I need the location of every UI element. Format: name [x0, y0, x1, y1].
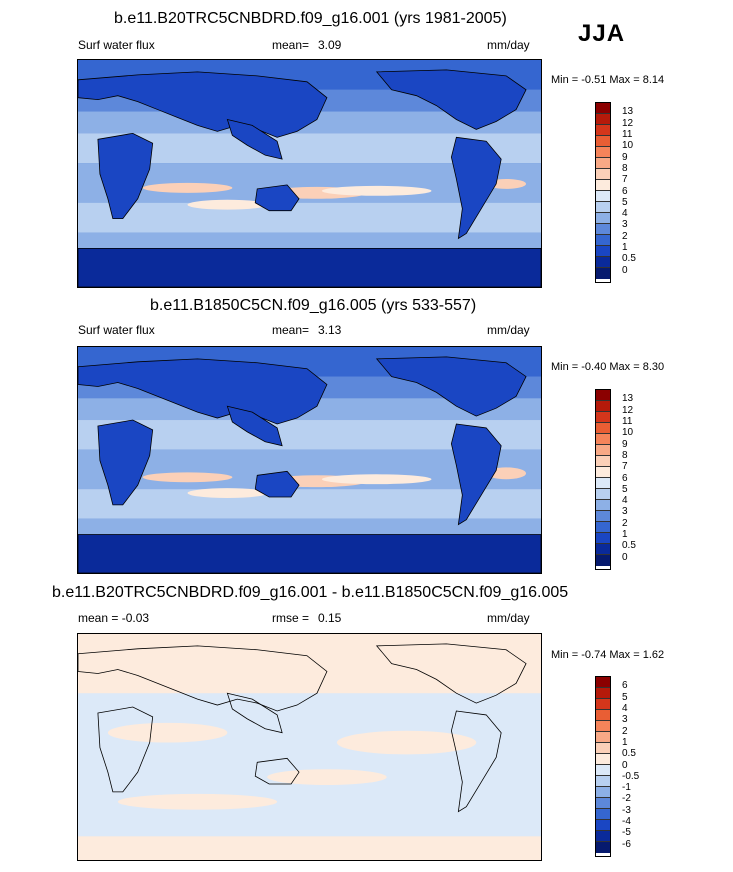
colorbar-tick-label: 2: [622, 517, 628, 529]
colorbar-tick-label: 0: [622, 264, 628, 276]
panel3-minmax: Min = -0.74 Max = 1.62: [551, 649, 665, 661]
colorbar-tick-label: 9: [622, 438, 628, 450]
colorbar-tick-label: -0.5: [622, 770, 640, 782]
colorbar-tick-label: -2: [622, 793, 631, 805]
panel2-mean-value: 3.13: [318, 323, 342, 337]
colorbar-tick-label: 8: [622, 449, 628, 461]
colorbar-tick-label: 5: [622, 483, 628, 495]
colorbar-tick-label: 2: [622, 725, 628, 737]
colorbar-tick-label: 1: [622, 529, 628, 541]
panel2-title: b.e11.B1850C5CN.f09_g16.005 (yrs 533-557…: [150, 297, 477, 314]
panel1-title: b.e11.B20TRC5CNBDRD.f09_g16.001 (yrs 198…: [114, 10, 507, 27]
colorbar-tick-label: -5: [622, 827, 631, 839]
panel3-units: mm/day: [487, 611, 530, 625]
colorbar-tick-label: 11: [622, 415, 633, 427]
panel2-map: [77, 346, 542, 574]
colorbar-tick-label: 1: [622, 242, 628, 254]
panel2-variable-label: Surf water flux: [78, 323, 155, 337]
colorbar-tick-label: 7: [622, 174, 628, 186]
colorbar-tick-label: 6: [622, 472, 628, 484]
colorbar-tick-label: 8: [622, 162, 628, 174]
panel2-colorbar: [595, 389, 611, 570]
colorbar-tick-label: 0.5: [622, 540, 636, 552]
panel2-units: mm/day: [487, 323, 530, 337]
colorbar-tick-label: 0: [622, 551, 628, 563]
colorbar-tick-label: 12: [622, 404, 634, 416]
colorbar-tick-label: 4: [622, 208, 628, 220]
panel1-colorbar: [595, 102, 611, 283]
panel2-mean-label: mean=: [272, 323, 310, 337]
colorbar-tick-label: 6: [622, 185, 628, 197]
panel2-minmax: Min = -0.40 Max = 8.30: [551, 361, 665, 373]
panel1-units: mm/day: [487, 38, 530, 52]
colorbar-tick-label: 3: [622, 219, 628, 231]
colorbar-tick-label: 7: [622, 461, 628, 473]
panel1-variable-label: Surf water flux: [78, 38, 155, 52]
panel3-title: b.e11.B20TRC5CNBDRD.f09_g16.001 - b.e11.…: [52, 584, 569, 601]
colorbar-tick-label: 4: [622, 495, 628, 507]
colorbar-tick-label: 2: [622, 230, 628, 242]
colorbar-tick-label: -3: [622, 804, 631, 816]
panel3-rmse-value: 0.15: [318, 611, 342, 625]
colorbar-tick-label: 5: [622, 196, 628, 208]
colorbar-tick-label: 10: [622, 427, 634, 439]
colorbar-tick-label: 10: [622, 140, 634, 152]
colorbar-tick-label: 4: [622, 702, 628, 714]
colorbar-tick-label: 6: [622, 680, 628, 692]
panel3-colorbar: [595, 676, 611, 857]
colorbar-tick-label: 3: [622, 714, 628, 726]
colorbar-tick-label: 12: [622, 117, 634, 129]
colorbar-tick-label: 0: [622, 759, 628, 771]
season-label: JJA: [578, 20, 626, 47]
colorbar-tick-label: 13: [622, 106, 634, 118]
panel1-mean-label: mean=: [272, 38, 310, 52]
colorbar-tick-label: 0.5: [622, 748, 636, 760]
colorbar-tick-label: 1: [622, 736, 628, 748]
panel3-mean-text: mean = -0.03: [78, 611, 150, 625]
colorbar-tick-label: 9: [622, 151, 628, 163]
colorbar-tick-label: -4: [622, 816, 631, 828]
panel1-mean-value: 3.09: [318, 38, 342, 52]
colorbar-tick-label: -6: [622, 838, 631, 850]
colorbar-tick-label: 3: [622, 506, 628, 518]
panel3-rmse-label: rmse =: [272, 611, 310, 625]
colorbar-tick-label: 11: [622, 128, 633, 140]
panel1-map: [77, 59, 542, 288]
colorbar-tick-label: 5: [622, 691, 628, 703]
panel3-map: [77, 633, 542, 861]
colorbar-tick-label: 13: [622, 393, 634, 405]
colorbar-tick-label: -1: [622, 782, 631, 794]
colorbar-tick-label: 0.5: [622, 253, 636, 265]
panel1-minmax: Min = -0.51 Max = 8.14: [551, 74, 665, 86]
